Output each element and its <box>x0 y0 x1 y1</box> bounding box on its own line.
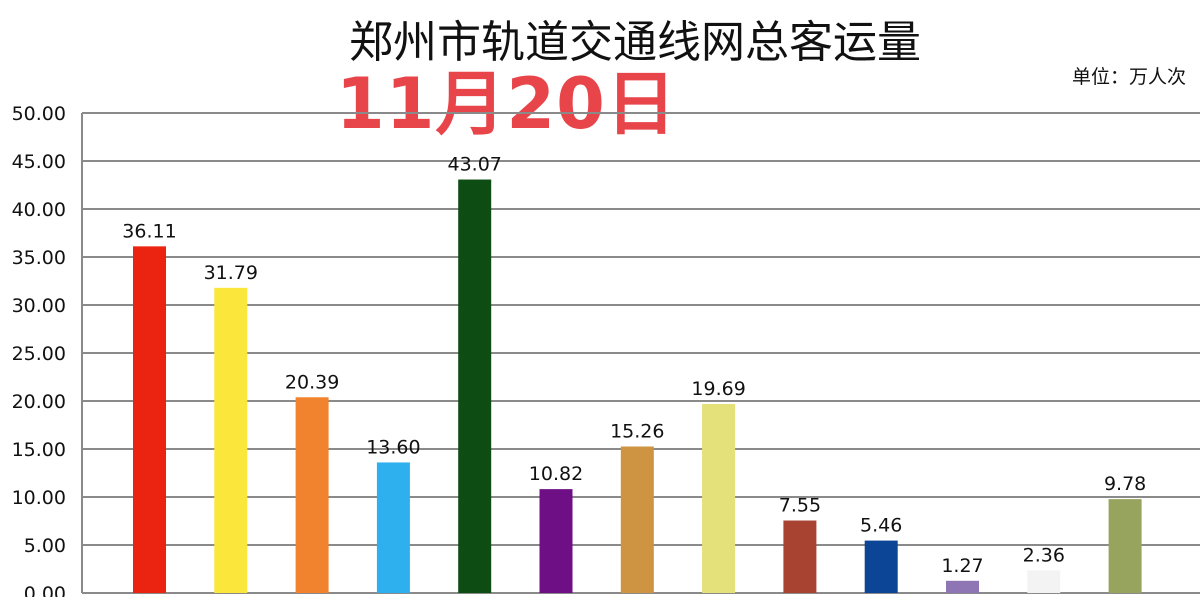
bar-value-label: 9.78 <box>1104 473 1146 495</box>
unit-label: 单位：万人次 <box>1071 66 1186 88</box>
y-tick-label: 40.00 <box>12 199 66 221</box>
bar <box>620 446 654 593</box>
bar-value-label: 10.82 <box>529 463 583 485</box>
date-label: 11月20日 <box>336 63 677 145</box>
bar-value-label: 36.11 <box>122 220 176 242</box>
bar <box>458 179 492 593</box>
y-tick-label: 45.00 <box>12 151 66 173</box>
bar-value-label: 31.79 <box>204 262 258 284</box>
bar-value-label: 19.69 <box>691 378 745 400</box>
bar-value-label: 43.07 <box>447 154 501 176</box>
y-tick-label: 50.00 <box>12 103 66 125</box>
y-tick-label: 5.00 <box>24 535 66 557</box>
bar-value-label: 1.27 <box>941 555 983 577</box>
bar-value-label: 13.60 <box>366 436 420 458</box>
bar <box>783 520 817 593</box>
y-tick-label: 10.00 <box>12 487 66 509</box>
bar <box>702 403 736 593</box>
bar <box>214 287 248 593</box>
bar-value-label: 2.36 <box>1023 544 1065 566</box>
bar <box>1108 499 1142 593</box>
bar <box>376 462 410 593</box>
bar-value-label: 15.26 <box>610 421 664 443</box>
y-tick-label: 35.00 <box>12 247 66 269</box>
chart-title: 郑州市轨道交通线网总客运量 <box>349 17 921 68</box>
y-axis-ticks: 0.00 5.00 10.00 15.00 20.00 25.00 30.00 35.00 40… <box>12 103 66 597</box>
data-labels: 36.11 31.79 20.39 13.60 43.07 10.82 15.26 19.69… <box>122 154 1146 577</box>
y-tick-label: 15.00 <box>12 439 66 461</box>
bar <box>539 489 573 593</box>
bars <box>133 179 1142 593</box>
bar-value-label: 5.46 <box>860 515 902 537</box>
bar <box>133 246 166 593</box>
y-tick-label: 30.00 <box>12 295 66 317</box>
bar <box>295 397 329 593</box>
bar <box>1027 570 1061 593</box>
bar <box>946 580 979 593</box>
y-tick-label: 20.00 <box>12 391 66 413</box>
bar-value-label: 20.39 <box>285 371 339 393</box>
y-tick-label: 25.00 <box>12 343 66 365</box>
bar-value-label: 7.55 <box>779 495 821 517</box>
bar <box>864 540 898 593</box>
y-tick-label: 0.00 <box>24 583 66 597</box>
